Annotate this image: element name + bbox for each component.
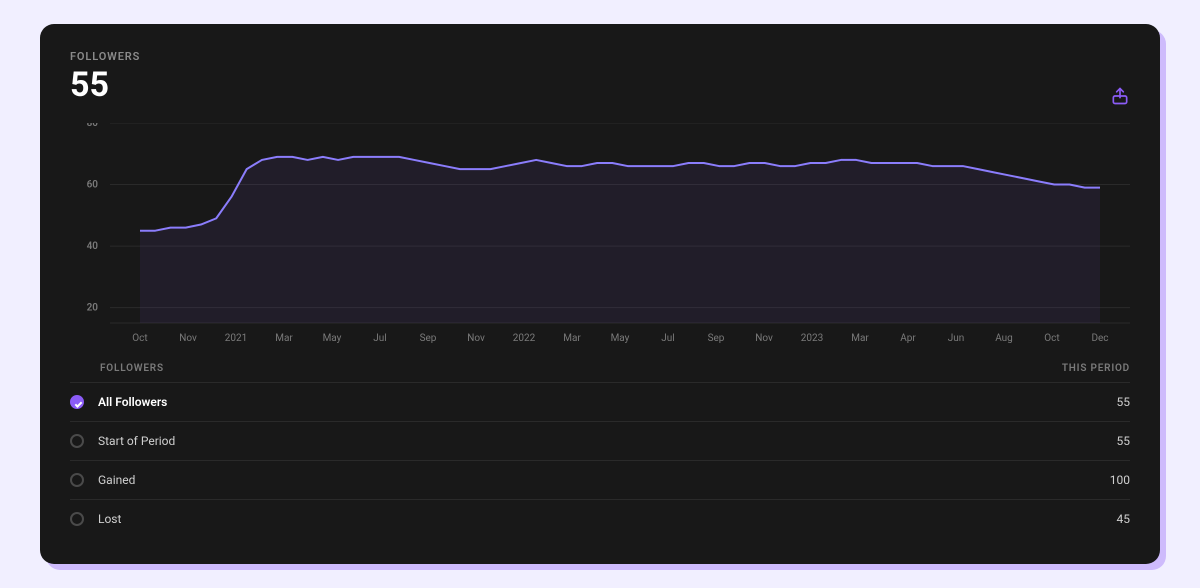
legend-value: 55: [1117, 434, 1131, 448]
legend-label: Lost: [98, 512, 121, 526]
svg-text:May: May: [323, 333, 342, 344]
legend-select-icon[interactable]: [70, 473, 84, 487]
legend-value: 45: [1117, 512, 1131, 526]
svg-text:Apr: Apr: [900, 333, 916, 344]
legend-col-left: FOLLOWERS: [100, 363, 164, 374]
svg-text:Mar: Mar: [851, 333, 869, 344]
svg-text:2023: 2023: [801, 333, 823, 344]
svg-text:Sep: Sep: [708, 333, 725, 344]
legend-label: Gained: [98, 473, 135, 487]
followers-chart: 20 40 60 80 Oct Nov 2021 Mar May Jul Sep Nov 2022 Mar…: [70, 123, 1130, 351]
legend-label: Start of Period: [98, 434, 175, 448]
legend-row[interactable]: All Followers 55: [70, 382, 1130, 421]
svg-text:Oct: Oct: [132, 333, 147, 344]
svg-text:2021: 2021: [225, 333, 247, 344]
svg-text:Jul: Jul: [373, 333, 386, 344]
legend-row[interactable]: Lost 45: [70, 499, 1130, 538]
svg-text:2022: 2022: [513, 333, 536, 344]
legend-rows: All Followers 55 Start of Period 55 Gained 10…: [70, 382, 1130, 538]
export-button[interactable]: [1110, 86, 1130, 106]
legend-label: All Followers: [98, 395, 167, 409]
panel-title: FOLLOWERS: [70, 50, 1130, 63]
svg-text:Mar: Mar: [563, 333, 581, 344]
svg-text:40: 40: [87, 241, 99, 252]
legend-select-icon[interactable]: [70, 434, 84, 448]
legend-col-right: THIS PERIOD: [1062, 363, 1130, 374]
svg-text:Nov: Nov: [179, 333, 197, 344]
legend-select-icon[interactable]: [70, 512, 84, 526]
svg-text:Dec: Dec: [1091, 333, 1108, 344]
legend-row[interactable]: Start of Period 55: [70, 421, 1130, 460]
share-icon: [1110, 86, 1130, 106]
svg-text:Aug: Aug: [995, 333, 1013, 344]
svg-text:80: 80: [87, 123, 99, 129]
chart-svg: 20 40 60 80 Oct Nov 2021 Mar May Jul Sep Nov 2022 Mar…: [70, 123, 1130, 351]
svg-text:20: 20: [87, 303, 99, 314]
svg-text:60: 60: [87, 180, 99, 191]
legend-row[interactable]: Gained 100: [70, 460, 1130, 499]
svg-text:May: May: [611, 333, 630, 344]
svg-text:Sep: Sep: [420, 333, 437, 344]
panel-value: 55: [70, 65, 1130, 105]
svg-text:Nov: Nov: [755, 333, 773, 344]
followers-panel: FOLLOWERS 55 20 40 60 80 Oct Nov 2021 Mar May Jul…: [40, 24, 1160, 564]
legend-header: FOLLOWERS THIS PERIOD: [70, 363, 1130, 382]
legend-value: 100: [1110, 473, 1130, 487]
svg-text:Nov: Nov: [467, 333, 485, 344]
svg-text:Jul: Jul: [661, 333, 674, 344]
svg-text:Oct: Oct: [1044, 333, 1059, 344]
svg-text:Mar: Mar: [275, 333, 293, 344]
svg-text:Jun: Jun: [948, 333, 965, 344]
legend-value: 55: [1117, 395, 1131, 409]
legend-select-icon[interactable]: [70, 395, 84, 409]
